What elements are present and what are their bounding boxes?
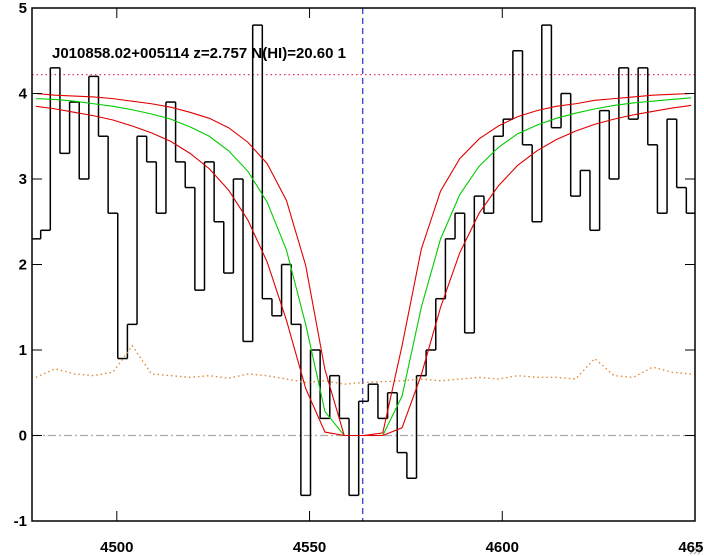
y-tick-label: 2 [19, 257, 27, 274]
plot-frame [31, 7, 696, 522]
error-line [35, 344, 692, 385]
resize-grip [689, 541, 703, 555]
model-line [35, 92, 692, 437]
y-tick-label: 4 [19, 86, 28, 103]
annotation: J010858.02+005114 z=2.757 N(HI)=20.60 1 [52, 45, 346, 62]
plot-area [32, 8, 695, 521]
x-tick-label: 4650 [678, 539, 704, 556]
x-tick-label: 4550 [293, 539, 326, 556]
model-line [35, 97, 692, 437]
y-tick-label: 0 [19, 428, 27, 445]
y-tick-label: 3 [19, 171, 27, 188]
model-line [35, 104, 692, 437]
x-tick-label: 4500 [100, 539, 133, 556]
y-tick-label: 5 [19, 0, 27, 17]
y-tick-label: 1 [19, 342, 27, 359]
y-tick-label: -1 [14, 513, 27, 530]
x-tick-label: 4600 [486, 539, 519, 556]
